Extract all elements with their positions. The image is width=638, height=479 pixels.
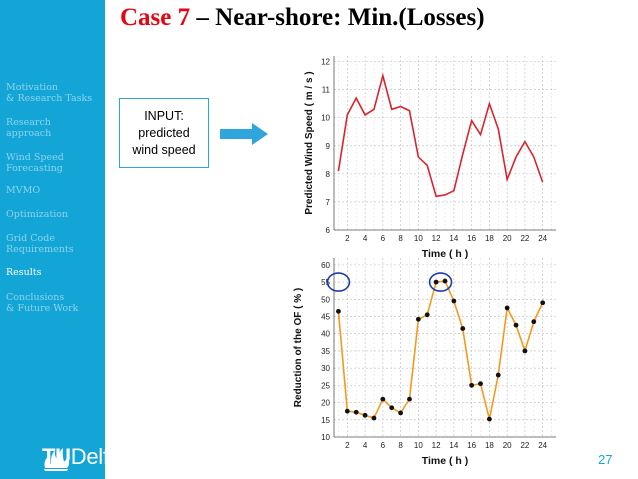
x-tick-label: 10 [414, 234, 423, 243]
data-point [513, 322, 519, 328]
series-line [337, 280, 544, 420]
sidebar-item-motivation[interactable]: Motivation & Research Tasks [6, 82, 93, 104]
y-tick-label: 10 [321, 433, 330, 442]
data-point [460, 326, 466, 331]
sidebar-item-grid-code[interactable]: Grid Code Requirements [6, 233, 74, 255]
y-tick-label: 8 [326, 170, 331, 179]
y-tick-label: 60 [321, 261, 330, 270]
data-point [415, 316, 421, 322]
x-tick-label: 8 [398, 441, 403, 450]
x-tick-label: 22 [520, 441, 529, 450]
data-point [469, 382, 475, 388]
x-tick-label: 18 [485, 441, 494, 450]
data-point [362, 412, 368, 418]
x-tick-label: 8 [398, 234, 403, 243]
data-point [478, 381, 483, 387]
x-tick-label: 14 [449, 441, 458, 450]
y-tick-label: 12 [321, 58, 330, 67]
data-point [380, 396, 386, 402]
data-point [504, 305, 510, 311]
x-tick-label: 16 [467, 234, 476, 243]
x-tick-label: 14 [449, 234, 458, 243]
y-tick-label: 10 [321, 114, 330, 123]
x-tick-label: 16 [467, 441, 476, 450]
sidebar-item-conclusions[interactable]: Conclusions & Future Work [6, 292, 79, 314]
page-title: Case 7 – Near-shore: Min.(Losses) [120, 4, 485, 31]
data-point [353, 409, 359, 415]
data-point [344, 408, 350, 414]
data-point [407, 396, 412, 402]
x-tick-label: 18 [485, 234, 494, 243]
tudelft-flame-icon [44, 448, 69, 471]
sidebar-item-research-approach[interactable]: Research approach [6, 117, 52, 139]
x-axis-label: Time ( h ) [422, 455, 468, 467]
sidebar: Motivation & Research Tasks Research app… [0, 0, 115, 479]
data-point [336, 308, 341, 314]
highlight-circle [326, 272, 351, 292]
sidebar-item-wind-speed-forecasting[interactable]: Wind Speed Forecasting [6, 152, 64, 174]
x-tick-label: 24 [538, 441, 547, 450]
y-tick-label: 45 [321, 313, 330, 322]
y-tick-label: 50 [321, 295, 330, 304]
x-tick-label: 6 [381, 441, 386, 450]
y-tick-label: 55 [321, 278, 330, 287]
y-tick-label: 40 [321, 330, 330, 339]
sidebar-item-optimization[interactable]: Optimization [6, 209, 69, 220]
data-point [451, 298, 457, 304]
data-point [442, 278, 448, 284]
x-tick-label: 22 [520, 234, 529, 243]
right-arrow-icon [220, 123, 268, 145]
highlight-circle [428, 272, 453, 292]
y-tick-label: 35 [321, 347, 330, 356]
data-point [540, 300, 546, 306]
y-tick-label: 6 [326, 226, 331, 235]
y-tick-label: 11 [322, 86, 331, 95]
x-tick-label: 4 [363, 234, 368, 243]
x-tick-label: 20 [503, 234, 512, 243]
page-number: 27 [598, 452, 613, 467]
data-point [487, 416, 492, 422]
y-axis-label: Predicted Wind Speed ( m / s ) [304, 71, 315, 214]
x-tick-label: 10 [414, 441, 423, 450]
y-tick-label: 30 [321, 364, 330, 373]
data-point [522, 348, 528, 354]
series-line [337, 72, 544, 198]
tudelft-logo: TUDelft [42, 444, 115, 469]
x-tick-label: 12 [432, 441, 441, 450]
y-tick-label: 9 [326, 142, 331, 151]
x-tick-label: 4 [363, 441, 368, 450]
y-tick-label: 7 [326, 198, 331, 207]
y-tick-label: 25 [321, 381, 330, 390]
x-tick-label: 2 [345, 441, 350, 450]
x-axis-label: Time ( h ) [422, 248, 468, 260]
data-point [424, 312, 430, 318]
data-point [389, 405, 395, 411]
sidebar-item-mvmo[interactable]: MVMO [6, 185, 41, 196]
data-point [398, 410, 403, 416]
y-tick-label: 20 [321, 399, 330, 408]
data-point [531, 319, 537, 325]
data-point [433, 279, 439, 285]
input-label-box: INPUT: predicted wind speed [119, 98, 209, 168]
x-tick-label: 24 [538, 234, 547, 243]
y-axis-label: Reduction of the OF ( % ) [293, 288, 304, 407]
y-tick-label: 15 [321, 416, 330, 425]
x-tick-label: 6 [381, 234, 386, 243]
data-point [495, 372, 501, 378]
data-point [371, 415, 377, 421]
sidebar-item-results[interactable]: Results [6, 267, 42, 278]
x-tick-label: 12 [432, 234, 441, 243]
x-tick-label: 2 [345, 234, 350, 243]
x-tick-label: 20 [503, 441, 512, 450]
